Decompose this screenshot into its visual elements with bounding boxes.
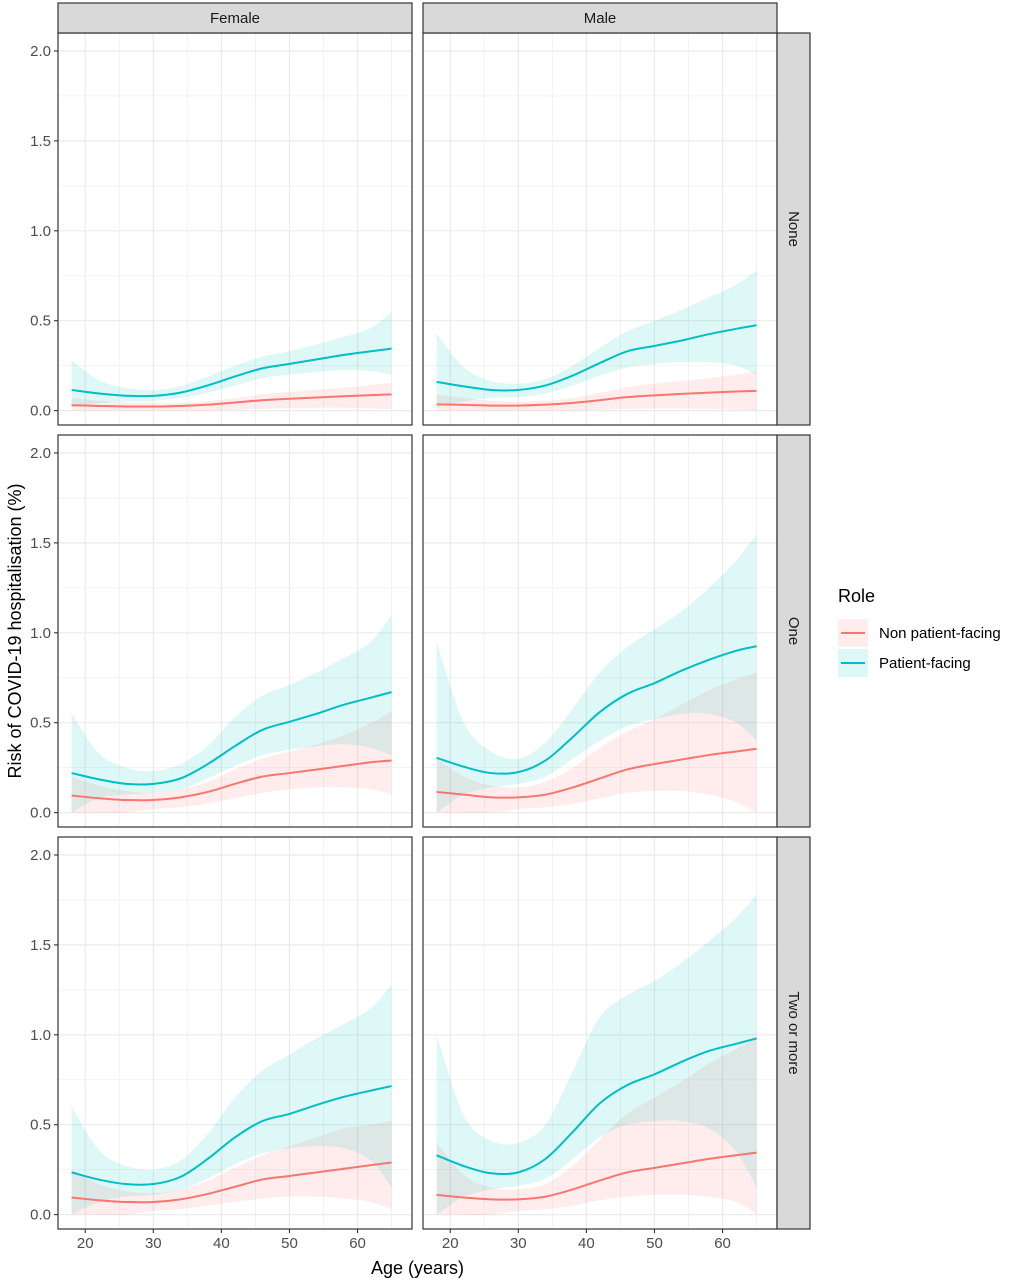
y-tick-label: 1.0 xyxy=(30,223,51,240)
series-line-non-patient-facing xyxy=(436,389,757,407)
y-tick-label: 0.5 xyxy=(30,313,51,330)
facet-strip-row xyxy=(776,32,811,426)
x-tick-label: 40 xyxy=(578,1235,595,1252)
confidence-band-patient-facing xyxy=(436,533,757,813)
facet-strip-row xyxy=(776,434,811,828)
series-line-patient-facing xyxy=(71,1085,392,1186)
panel-background xyxy=(423,435,777,827)
y-tick-label: 0.5 xyxy=(30,1117,51,1134)
facet-strip-female xyxy=(57,2,413,34)
series-line-patient-facing xyxy=(436,645,757,775)
panel-background xyxy=(423,837,777,1229)
confidence-band-non-patient-facing xyxy=(436,672,757,813)
panel-border xyxy=(57,836,413,1230)
x-tick-label: 30 xyxy=(510,1235,527,1252)
facet-label-row: One xyxy=(785,617,802,645)
y-tick-label: 2.0 xyxy=(30,445,51,462)
legend-label-non-patient-facing: Non patient-facing xyxy=(879,625,1001,642)
panel-background xyxy=(58,435,412,827)
series-line-patient-facing xyxy=(436,324,757,392)
y-axis-title: Risk of COVID-19 hospitalisation (%) xyxy=(5,483,25,778)
y-tick-label: 0.0 xyxy=(30,403,51,420)
x-axis-title: Age (years) xyxy=(371,1258,464,1278)
series-line-patient-facing xyxy=(436,1037,757,1176)
y-tick-label: 1.5 xyxy=(30,535,51,552)
x-tick-label: 50 xyxy=(281,1235,298,1252)
facet-label-row: Two or more xyxy=(785,991,802,1074)
x-tick-label: 60 xyxy=(714,1235,731,1252)
panel-background xyxy=(58,837,412,1229)
y-tick-label: 0.0 xyxy=(30,805,51,822)
series-line-non-patient-facing xyxy=(71,759,392,802)
y-tick-label: 2.0 xyxy=(30,847,51,864)
y-tick-label: 1.0 xyxy=(30,625,51,642)
y-tick-label: 1.5 xyxy=(30,937,51,954)
facet-label-male: Male xyxy=(584,10,617,27)
x-tick-label: 40 xyxy=(213,1235,230,1252)
series-line-patient-facing xyxy=(71,347,392,398)
confidence-band-patient-facing xyxy=(436,894,757,1215)
confidence-band-non-patient-facing xyxy=(436,371,757,411)
x-tick-label: 60 xyxy=(349,1235,366,1252)
confidence-band-patient-facing xyxy=(71,984,392,1215)
y-tick-label: 0.5 xyxy=(30,715,51,732)
facet-strip-row xyxy=(776,836,811,1230)
legend-title: Role xyxy=(838,586,875,606)
confidence-band-non-patient-facing xyxy=(71,1121,392,1215)
y-tick-label: 0.0 xyxy=(30,1207,51,1224)
series-line-non-patient-facing xyxy=(436,1151,757,1201)
series-line-non-patient-facing xyxy=(436,747,757,799)
panel-border xyxy=(57,434,413,828)
confidence-band-non-patient-facing xyxy=(71,711,392,813)
facet-strip-male xyxy=(422,2,778,34)
panel-background xyxy=(58,33,412,425)
x-tick-label: 20 xyxy=(442,1235,459,1252)
x-tick-label: 50 xyxy=(646,1235,663,1252)
y-tick-label: 2.0 xyxy=(30,43,51,60)
confidence-band-non-patient-facing xyxy=(436,1038,757,1215)
series-line-non-patient-facing xyxy=(71,1161,392,1204)
panel-background xyxy=(423,33,777,425)
confidence-band-non-patient-facing xyxy=(71,382,392,411)
series-line-patient-facing xyxy=(71,691,392,786)
series-line-non-patient-facing xyxy=(71,393,392,408)
facet-label-female: Female xyxy=(210,10,260,27)
x-tick-label: 20 xyxy=(77,1235,94,1252)
x-tick-label: 30 xyxy=(145,1235,162,1252)
facet-label-row: None xyxy=(785,211,802,247)
confidence-band-patient-facing xyxy=(71,311,392,408)
y-tick-label: 1.0 xyxy=(30,1027,51,1044)
y-tick-label: 1.5 xyxy=(30,133,51,150)
confidence-band-patient-facing xyxy=(71,614,392,813)
legend-label-patient-facing: Patient-facing xyxy=(879,655,971,672)
